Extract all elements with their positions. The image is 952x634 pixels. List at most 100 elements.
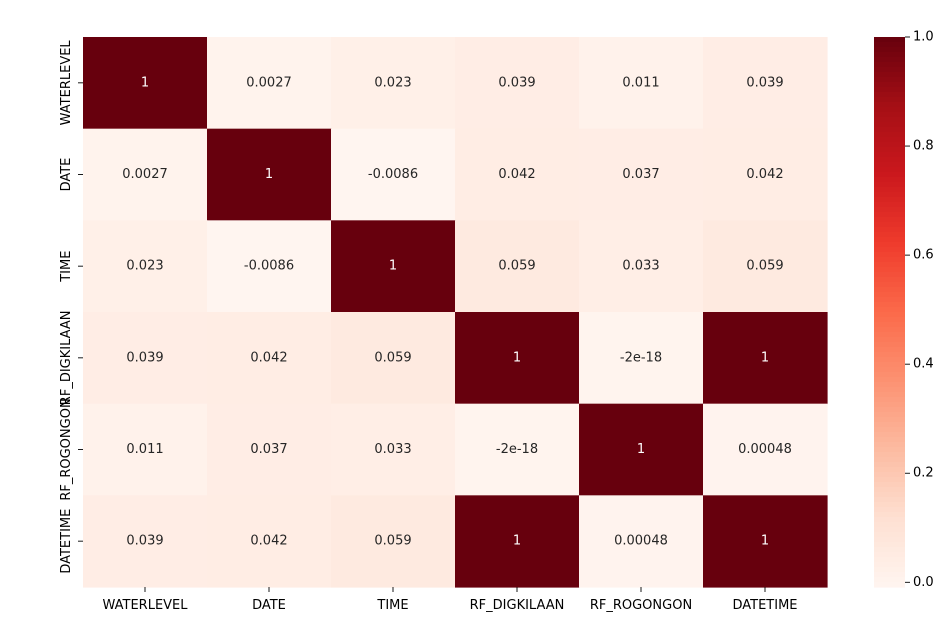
colorbar-segment [874,242,905,248]
colorbar-segment [874,42,905,48]
heatmap-cell [703,220,828,313]
colorbar-segment [874,467,905,473]
colorbar-segment [874,547,905,553]
cell-annotation: 0.059 [374,350,411,365]
cell-annotation: 0.023 [374,75,411,90]
colorbar-segment [874,482,905,488]
cell-annotation: 0.00048 [614,534,668,549]
cell-annotation: 0.042 [250,534,287,549]
heatmap-cell [331,312,456,405]
colorbar: 0.0 0.2 0.4 0.6 0.8 1.0 [874,30,934,590]
heatmap-cell [207,37,332,130]
heatmap-cell [83,312,208,405]
x-tick-label: RF_DIGKILAAN [470,598,565,613]
cell-annotation: -2e-18 [496,442,538,457]
cell-annotation: -2e-18 [620,350,662,365]
cell-annotation: 0.00048 [738,442,792,457]
colorbar-segment [874,222,905,228]
colorbar-segment [874,382,905,388]
colorbar-segment [874,47,905,53]
heatmap-cell [83,403,208,496]
colorbar-segment [874,412,905,418]
heatmap-cells [83,37,828,588]
colorbar-segment [874,307,905,313]
colorbar-segment [874,292,905,298]
colorbar-segment [874,232,905,238]
colorbar-segment [874,267,905,273]
heatmap-cell [703,403,828,496]
colorbar-segment [874,157,905,163]
heatmap-cell [331,220,456,313]
colorbar-segment [874,397,905,403]
heatmap-cell [455,220,580,313]
y-tick-label: DATETIME [59,509,74,574]
y-tick-label: RF_DIGKILAAN [59,310,74,405]
y-tick-label: TIME [59,251,74,283]
cell-annotation: 1 [265,167,273,182]
heatmap-cell [703,312,828,405]
cell-annotation: 0.042 [498,167,535,182]
colorbar-segment [874,302,905,308]
colorbar-segment [874,102,905,108]
colorbar-segment [874,417,905,423]
colorbar-segment [874,342,905,348]
heatmap-annotations: 1 0.0027 0.023 0.039 0.011 0.039 0.0027 1 -0.008… [122,75,792,548]
colorbar-segment [874,367,905,373]
colorbar-segment [874,487,905,493]
colorbar-segment [874,132,905,138]
colorbar-segment [874,582,905,588]
heatmap-cell [331,128,456,221]
cell-annotation: 0.059 [498,259,535,274]
colorbar-segment [874,277,905,283]
cell-annotation: 0.042 [250,350,287,365]
colorbar-segment [874,202,905,208]
colorbar-segment [874,257,905,263]
heatmap-cell [331,37,456,130]
colorbar-segment [874,62,905,68]
x-axis: WATERLEVEL DATE TIME RF_DIGKILAAN RF_ROGONGO… [102,587,798,613]
colorbar-segment [874,217,905,223]
heatmap-cell [579,37,704,130]
colorbar-segment [874,492,905,498]
colorbar-segment [874,112,905,118]
y-tick-label: WATERLEVEL [59,40,74,126]
colorbar-segment [874,552,905,558]
x-tick-label: RF_ROGONGON [590,598,692,613]
colorbar-segment [874,452,905,458]
colorbar-segment [874,572,905,578]
colorbar-segment [874,512,905,518]
colorbar-segment [874,517,905,523]
colorbar-segment [874,297,905,303]
colorbar-segment [874,527,905,533]
x-tick-label: TIME [376,598,408,613]
colorbar-segment [874,542,905,548]
colorbar-segment [874,332,905,338]
colorbar-segment [874,392,905,398]
colorbar-tick-label: 0.4 [913,357,934,372]
colorbar-segment [874,447,905,453]
cell-annotation: 0.039 [746,75,783,90]
colorbar-segment [874,557,905,563]
colorbar-segment [874,577,905,583]
heatmap-cell [207,312,332,405]
colorbar-segment [874,272,905,278]
cell-annotation: 1 [513,350,521,365]
colorbar-segment [874,387,905,393]
colorbar-segment [874,207,905,213]
colorbar-segment [874,352,905,358]
colorbar-segment [874,502,905,508]
colorbar-segment [874,497,905,503]
colorbar-segment [874,77,905,83]
colorbar-tick-label: 0.2 [913,466,934,481]
heatmap-cell [83,37,208,130]
cell-annotation: -0.0086 [244,259,294,274]
cell-annotation: 0.039 [126,350,163,365]
colorbar-segment [874,197,905,203]
colorbar-segment [874,172,905,178]
cell-annotation: 0.037 [250,442,287,457]
colorbar-segment [874,522,905,528]
colorbar-segment [874,167,905,173]
colorbar-segment [874,107,905,113]
colorbar-segment [874,97,905,103]
cell-annotation: 1 [389,259,397,274]
